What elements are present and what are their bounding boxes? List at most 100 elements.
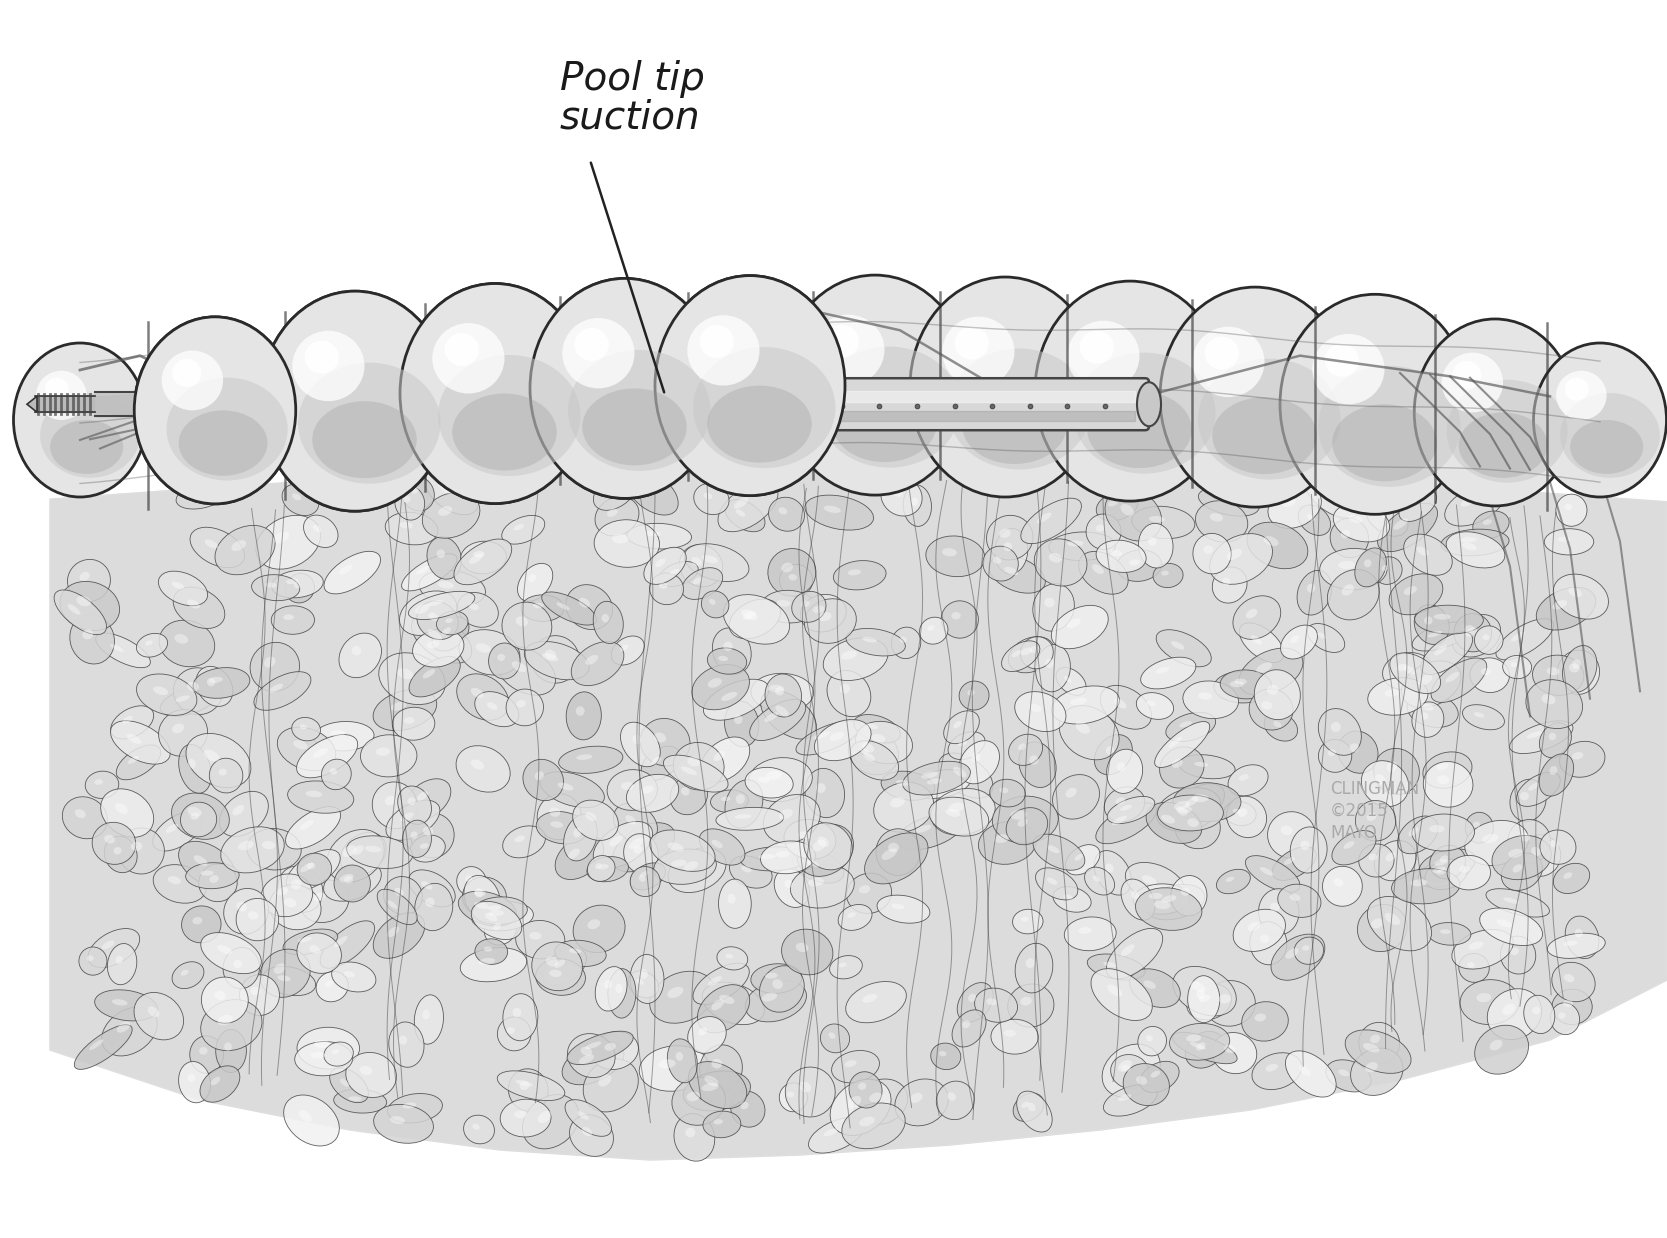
Ellipse shape [1554,863,1590,894]
Ellipse shape [1260,867,1274,875]
Ellipse shape [625,816,635,825]
Ellipse shape [237,899,278,941]
Ellipse shape [1177,808,1189,816]
Ellipse shape [745,980,807,1021]
Ellipse shape [1462,704,1504,729]
Ellipse shape [343,846,357,857]
Ellipse shape [612,534,628,543]
Ellipse shape [75,1025,132,1070]
Ellipse shape [1339,561,1355,569]
Ellipse shape [1420,712,1429,719]
Ellipse shape [283,614,293,620]
Ellipse shape [117,1021,130,1032]
Ellipse shape [1047,846,1060,853]
Ellipse shape [1482,519,1492,525]
Ellipse shape [1035,281,1225,501]
Ellipse shape [512,661,527,672]
Ellipse shape [1239,808,1247,817]
Ellipse shape [700,326,733,358]
Ellipse shape [1085,867,1115,895]
Ellipse shape [285,573,315,603]
Ellipse shape [457,593,498,628]
Ellipse shape [839,963,847,967]
Ellipse shape [1495,619,1554,660]
Ellipse shape [1090,968,1152,1020]
Ellipse shape [1162,815,1175,823]
Ellipse shape [322,759,352,790]
Ellipse shape [778,1083,807,1112]
Ellipse shape [70,614,115,664]
Ellipse shape [1149,893,1164,899]
Ellipse shape [203,750,220,761]
Ellipse shape [67,560,110,602]
Ellipse shape [107,943,137,984]
Ellipse shape [75,810,85,818]
Ellipse shape [828,1032,835,1039]
Ellipse shape [1029,703,1042,712]
Ellipse shape [1027,1103,1035,1112]
Ellipse shape [889,843,899,852]
Ellipse shape [457,867,487,896]
Ellipse shape [522,594,563,621]
Ellipse shape [1319,708,1362,755]
Ellipse shape [667,987,683,998]
Ellipse shape [693,483,728,515]
Ellipse shape [427,640,440,649]
Ellipse shape [989,556,1045,593]
Ellipse shape [1139,524,1174,568]
Ellipse shape [1467,962,1475,968]
Ellipse shape [630,867,660,896]
Ellipse shape [438,506,452,516]
Ellipse shape [1409,827,1419,836]
Ellipse shape [1180,888,1190,896]
Ellipse shape [1359,1023,1400,1063]
Ellipse shape [473,889,483,898]
Ellipse shape [1135,1076,1147,1084]
Ellipse shape [415,995,443,1044]
Ellipse shape [748,758,812,802]
Ellipse shape [263,656,275,667]
Ellipse shape [198,864,237,901]
Ellipse shape [703,493,712,499]
Ellipse shape [1147,701,1155,706]
Ellipse shape [872,734,885,743]
Ellipse shape [502,602,552,650]
Ellipse shape [847,912,855,917]
Ellipse shape [340,832,387,875]
Ellipse shape [1364,1044,1379,1052]
Ellipse shape [1350,1049,1404,1096]
Ellipse shape [1134,884,1190,914]
Ellipse shape [1242,1002,1289,1041]
Ellipse shape [1045,598,1055,608]
Ellipse shape [1144,980,1155,989]
Ellipse shape [215,525,275,574]
Ellipse shape [1257,662,1272,673]
Ellipse shape [198,1047,207,1055]
Ellipse shape [630,954,663,1004]
Ellipse shape [262,874,313,916]
Ellipse shape [722,692,737,701]
Ellipse shape [1447,532,1505,568]
Ellipse shape [200,999,262,1051]
Ellipse shape [558,747,623,774]
Ellipse shape [683,543,748,582]
Ellipse shape [805,495,874,530]
Ellipse shape [300,724,307,729]
Ellipse shape [633,846,642,854]
Ellipse shape [1174,801,1190,810]
Ellipse shape [1199,488,1259,516]
Ellipse shape [162,350,223,410]
Ellipse shape [1534,343,1667,496]
Ellipse shape [1185,797,1199,807]
Ellipse shape [1327,749,1335,756]
Ellipse shape [1034,834,1085,870]
Ellipse shape [1220,670,1272,699]
Ellipse shape [313,748,328,758]
Ellipse shape [583,1058,638,1112]
Ellipse shape [182,906,222,943]
Ellipse shape [427,600,443,607]
Ellipse shape [730,1091,765,1127]
Ellipse shape [497,1071,565,1101]
Ellipse shape [1452,361,1482,389]
Ellipse shape [1259,889,1299,935]
